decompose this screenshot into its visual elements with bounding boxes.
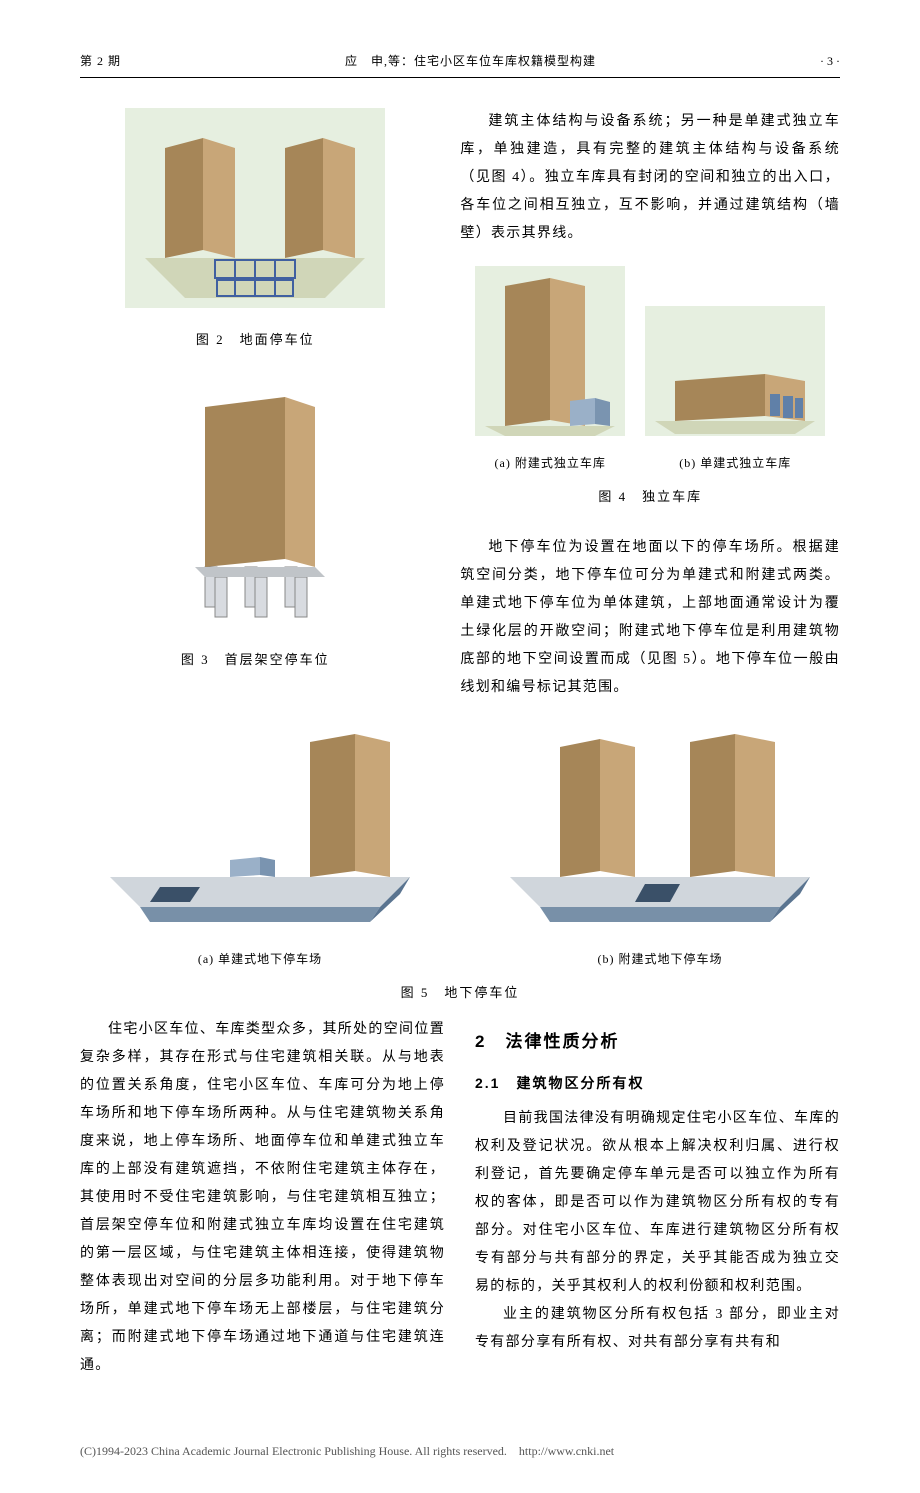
fig4a-caption: (a) 附建式独立车库 <box>475 452 625 475</box>
fig3-caption: 图 3 首层架空停车位 <box>80 648 430 673</box>
figure-5: (a) 单建式地下停车场 (b) 附建式地下停车场 <box>80 712 840 1006</box>
right-intro-text: 建筑主体结构与设备系统；另一种是单建式独立车库，单独建造，具有完整的建筑主体结构… <box>460 108 840 248</box>
issue-label: 第 2 期 <box>80 50 121 73</box>
footer-copyright: (C)1994-2023 China Academic Journal Elec… <box>80 1444 507 1458</box>
fig4-caption: 图 4 独立车库 <box>460 485 840 510</box>
fig3-svg <box>155 377 355 627</box>
section-2-1-p2: 业主的建筑物区分所有权包括 3 部分，即业主对专有部分享有所有权、对共有部分享有… <box>475 1301 840 1357</box>
underground-text: 地下停车位为设置在地面以下的停车场所。根据建筑空间分类，地下停车位可分为单建式和… <box>460 534 840 702</box>
fig5b-caption: (b) 附建式地下停车场 <box>480 948 840 971</box>
fig2-caption: 图 2 地面停车位 <box>80 328 430 353</box>
footer-url: http://www.cnki.net <box>519 1444 614 1458</box>
fig5-caption: 图 5 地下停车位 <box>80 981 840 1006</box>
fig5a-caption: (a) 单建式地下停车场 <box>80 948 440 971</box>
section-2-heading: 2 法律性质分析 <box>475 1026 840 1058</box>
fig4a-svg <box>475 266 625 436</box>
page-number: · 3 · <box>820 50 840 73</box>
underground-para: 地下停车位为设置在地面以下的停车场所。根据建筑空间分类，地下停车位可分为单建式和… <box>460 534 840 702</box>
fig2-svg <box>125 108 385 308</box>
figure-2: 图 2 地面停车位 <box>80 108 430 353</box>
page-footer: (C)1994-2023 China Academic Journal Elec… <box>0 1420 920 1493</box>
figure-4: (a) 附建式独立车库 <box>460 266 840 510</box>
fig5a-svg <box>90 712 430 932</box>
running-title: 应 申,等：住宅小区车位车库权籍模型构建 <box>345 50 596 73</box>
fig4b-caption: (b) 单建式独立车库 <box>645 452 825 475</box>
fig5b-svg <box>490 712 830 932</box>
left-bottom-para: 住宅小区车位、车库类型众多，其所处的空间位置复杂多样，其存在形式与住宅建筑相关联… <box>80 1016 445 1380</box>
section-2: 2 法律性质分析 2.1 建筑物区分所有权 目前我国法律没有明确规定住宅小区车位… <box>475 1016 840 1380</box>
figure-3: 图 3 首层架空停车位 <box>80 377 430 672</box>
section-2-1-heading: 2.1 建筑物区分所有权 <box>475 1070 840 1097</box>
section-2-1-p1: 目前我国法律没有明确规定住宅小区车位、车库的权利及登记状况。欲从根本上解决权利归… <box>475 1105 840 1301</box>
running-header: 第 2 期 应 申,等：住宅小区车位车库权籍模型构建 · 3 · <box>80 50 840 78</box>
right-intro-para: 建筑主体结构与设备系统；另一种是单建式独立车库，单独建造，具有完整的建筑主体结构… <box>460 108 840 248</box>
fig4b-svg <box>645 306 825 436</box>
left-bottom-text: 住宅小区车位、车库类型众多，其所处的空间位置复杂多样，其存在形式与住宅建筑相关联… <box>80 1016 445 1380</box>
